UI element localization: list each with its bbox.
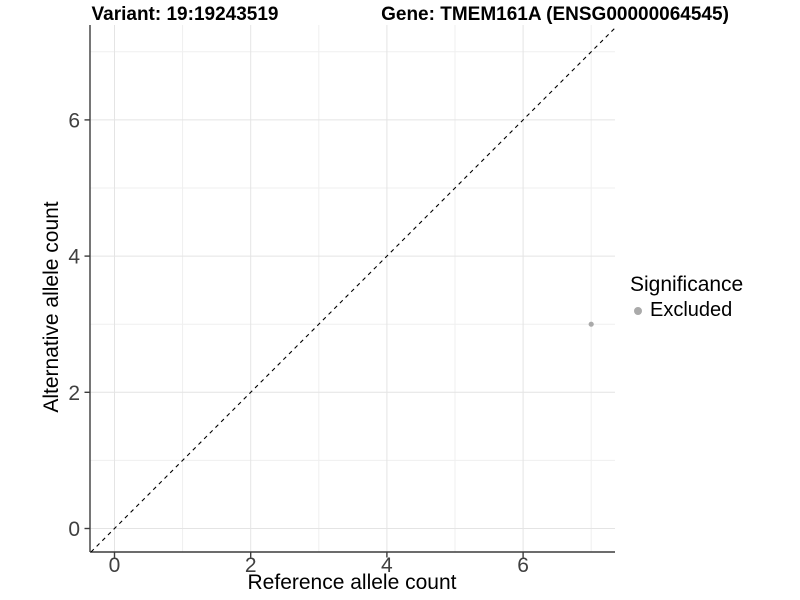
identity-line <box>90 27 616 553</box>
x-tick-label: 0 <box>109 554 121 577</box>
y-tick-label: 2 <box>68 382 80 405</box>
legend-item-excluded: Excluded <box>630 299 743 322</box>
legend-key-dot <box>634 306 642 315</box>
plot-title-variant: Variant: 19:19243519 <box>91 4 279 25</box>
x-tick-label: 4 <box>381 554 393 577</box>
legend-item-label: Excluded <box>650 299 733 321</box>
plot-title-gene: Gene: TMEM161A (ENSG00000064545) <box>381 4 729 25</box>
legend-title: Significance <box>630 273 744 296</box>
y-tick-label: 0 <box>68 518 80 541</box>
data-point <box>588 321 594 327</box>
x-tick-label: 6 <box>517 554 529 577</box>
legend: Significance Excluded <box>630 273 743 322</box>
y-tick-label: 6 <box>68 109 80 132</box>
x-axis-title: Reference allele count <box>247 571 457 594</box>
y-tick-label: 4 <box>68 246 80 269</box>
x-tick-label: 2 <box>245 554 257 577</box>
y-axis-title: Alternative allele count <box>40 201 63 413</box>
